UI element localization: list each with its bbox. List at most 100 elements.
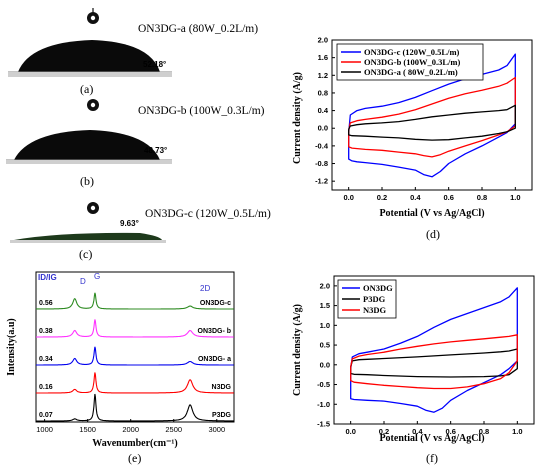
x-tick-label-f-5: 1.0 [512, 427, 522, 436]
spectrum-line-1 [36, 319, 234, 338]
y-tick-label-d-2: 1.2 [318, 71, 328, 80]
x-axis-label-e: Wavenumber(cm⁻¹) [92, 438, 177, 449]
y-tick-label-d-3: 0.8 [318, 88, 328, 97]
angle-label-c: 9.63° [120, 219, 139, 228]
x-tick-label-e-1: 1500 [79, 425, 96, 434]
spectrum-name-1: ON3DG- b [198, 328, 231, 335]
ratio-label-3: 0.16 [39, 384, 53, 391]
series-line-d-1 [348, 76, 516, 158]
x-tick-label-d-3: 0.6 [443, 193, 453, 202]
y-tick-label-f-5: -0.5 [317, 380, 330, 389]
x-tick-label-f-2: 0.4 [412, 427, 423, 436]
ratio-label-1: 0.38 [39, 328, 53, 335]
spectrum-line-0 [36, 292, 234, 310]
sample-label-b: ON3DG-b (100W_0.3L/m) [138, 105, 265, 117]
y-tick-label-d-8: -1.2 [315, 177, 328, 186]
x-tick-label-d-5: 1.0 [510, 193, 520, 202]
legend-f: ON3DG P3DG N3DG [337, 279, 397, 319]
angle-label-a: 52.18° [143, 60, 166, 69]
y-tick-label-d-7: -0.8 [315, 159, 328, 168]
panel-label-b: (b) [80, 174, 94, 188]
contact-angle-panel-a: ON3DG-a (80W_0.2L/m) 52.18° (a) [8, 8, 258, 96]
droplet-icon [87, 202, 99, 214]
spectrum-name-2: ON3DG- a [198, 356, 231, 363]
y-tick-label-d-0: 2.0 [318, 36, 328, 45]
panel-label-d: (d) [426, 227, 440, 241]
panel-label-f: (f) [426, 451, 438, 465]
spectrum-name-0: ON3DG-c [200, 300, 231, 307]
x-axis-label-f: Potential (V vs Ag/AgCl) [379, 433, 484, 444]
series-line-d-2 [348, 104, 516, 141]
peak-label-d: D [80, 277, 86, 286]
spectrum-name-3: N3DG [212, 384, 232, 391]
spectrum-name-4: P3DG [212, 412, 232, 419]
ratio-header: ID/IG [38, 273, 57, 282]
sample-label-a: ON3DG-a (80W_0.2L/m) [138, 23, 258, 35]
series-line-d-0 [348, 53, 516, 178]
axes-layer-e: 1000 1500 2000 2500 3000 [36, 419, 225, 434]
y-tick-label-f-2: 1.0 [320, 321, 330, 330]
cv-chart-d: 0.0 0.2 0.4 0.6 0.8 1.0 2.0 1.6 1.2 0.8 0.4 0.0 -0.4… [292, 36, 533, 241]
peak-label-g: G [94, 272, 100, 281]
x-tick-label-f-0: 0.0 [345, 427, 355, 436]
y-tick-label-f-4: 0.0 [320, 360, 330, 369]
plot-frame-d [331, 39, 533, 191]
x-tick-label-d-0: 0.0 [343, 193, 353, 202]
contact-angle-panel-c: ON3DG-c (120W_0.5L/m) 9.63° (c) [10, 202, 271, 261]
contact-angle-panel-b: ON3DG-b (100W_0.3L/m) 48.73° (b) [6, 99, 265, 188]
x-tick-label-e-3: 2500 [165, 425, 182, 434]
series-line-f-0 [350, 287, 518, 413]
y-axis-label-e: Intensity(a.u) [6, 318, 17, 376]
y-tick-label-f-1: 1.5 [320, 301, 330, 310]
panel-label-c: (c) [79, 247, 92, 261]
spectrum-line-3 [36, 372, 234, 394]
y-axis-label-f: Current density (A/g) [292, 304, 303, 396]
raman-chart-e: 0.56 ON3DG-c 0.38 ON3DG- b 0.34 ON3DG- a 0.16 N… [6, 271, 235, 465]
y-tick-label-f-6: -1.0 [317, 400, 330, 409]
y-tick-label-d-4: 0.4 [318, 106, 329, 115]
legend-item-d-0: ON3DG-c (120W_0.5L/m) [364, 47, 460, 57]
legend-item-f-1: P3DG [363, 294, 386, 304]
series-layer-f [350, 287, 518, 413]
panel-label-e: (e) [128, 451, 141, 465]
ratio-label-2: 0.34 [39, 356, 53, 363]
angle-label-b: 48.73° [144, 146, 167, 155]
legend-item-f-2: N3DG [363, 305, 387, 315]
y-tick-label-d-6: -0.4 [315, 141, 329, 150]
series-layer-d [348, 53, 516, 178]
legend-item-d-1: ON3DG-b (100W_0.3L/m) [364, 57, 461, 67]
series-layer-e: 0.56 ON3DG-c 0.38 ON3DG- b 0.34 ON3DG- a 0.16 N… [36, 292, 234, 422]
legend-d: ON3DG-c (120W_0.5L/m) ON3DG-b (100W_0.3L… [336, 43, 484, 81]
droplet-icon [87, 99, 99, 111]
x-tick-label-d-2: 0.4 [410, 193, 421, 202]
ratio-label-4: 0.07 [39, 412, 53, 419]
x-tick-label-d-4: 0.8 [477, 193, 487, 202]
x-tick-label-d-1: 0.2 [377, 193, 387, 202]
droplet-icon [87, 8, 99, 24]
cv-chart-f: 0.0 0.2 0.4 0.6 0.8 1.0 2.0 1.5 1.0 0.5 0.0 -0.5 -1.… [292, 275, 535, 465]
y-tick-label-f-7: -1.5 [317, 420, 330, 429]
plot-frame-e [35, 271, 235, 423]
legend-item-f-0: ON3DG [363, 283, 393, 293]
water-drop-b [14, 130, 160, 160]
plot-frame-f [333, 275, 535, 425]
spectrum-line-4 [36, 393, 234, 422]
y-tick-label-f-0: 2.0 [320, 281, 330, 290]
series-line-f-2 [350, 334, 518, 390]
x-tick-label-e-2: 2000 [122, 425, 139, 434]
peak-label-2d: 2D [200, 284, 210, 293]
spectrum-line-2 [36, 346, 234, 366]
y-tick-label-d-1: 1.6 [318, 53, 328, 62]
legend-item-d-2: ON3DG-a ( 80W_0.2L/m) [364, 67, 458, 77]
water-drop-a [18, 40, 160, 72]
y-tick-label-d-5: 0.0 [318, 124, 328, 133]
x-axis-label-d: Potential (V vs Ag/AgCl) [379, 208, 484, 219]
water-drop-c [14, 232, 162, 240]
y-tick-label-f-3: 0.5 [320, 341, 330, 350]
panel-label-a: (a) [80, 82, 93, 96]
y-axis-label-d: Current density (A/g) [292, 72, 303, 164]
axes-layer-f: 0.0 0.2 0.4 0.6 0.8 1.0 2.0 1.5 1.0 0.5 0.0 -0.5 -1.… [317, 281, 522, 436]
x-tick-label-f-1: 0.2 [379, 427, 389, 436]
ratio-label-0: 0.56 [39, 300, 53, 307]
